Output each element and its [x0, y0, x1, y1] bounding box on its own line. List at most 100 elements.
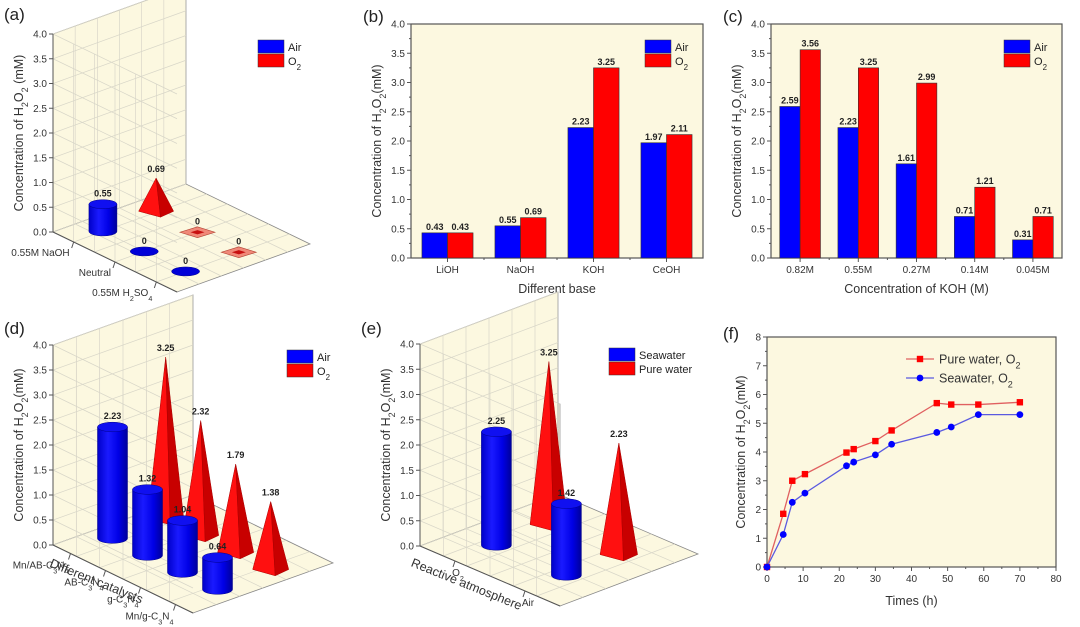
category-label: Mn/AB-C3N4 [13, 561, 69, 576]
bar-air [1012, 239, 1034, 259]
category-tick-mark [71, 241, 75, 249]
text-run: Mn/g-C [125, 612, 158, 623]
data-point-circle [850, 458, 858, 466]
subscript: 4 [100, 583, 104, 592]
legend-swatch-0 [286, 349, 314, 364]
legend-label: O2 [1034, 56, 1047, 72]
text-run: O [734, 409, 748, 419]
x-tick-label: 20 [834, 574, 846, 585]
data-point-circle [947, 423, 955, 431]
y-tick-label: 6 [755, 390, 761, 401]
y-tick-label: 0.5 [391, 224, 405, 235]
y-tick-label: 4 [755, 448, 761, 459]
data-point-square [1016, 399, 1024, 406]
y-axis-title: Concentration of H2O2 (mM) [12, 55, 30, 212]
subscript: 2 [684, 63, 688, 72]
y-tick-label: 3.5 [391, 49, 405, 60]
cylinder-bar-body [202, 557, 233, 595]
cylinder-bar-body [132, 489, 163, 561]
bar-air [421, 232, 448, 259]
cylinder-bar-top [97, 421, 128, 433]
text-run: O [675, 56, 684, 68]
pyramid-bar-face-right [155, 177, 174, 218]
y-tick-label: 2.0 [751, 137, 765, 148]
y-tick-label: 0.5 [33, 516, 47, 527]
y-tick-label: 1.5 [33, 153, 47, 164]
text-run: O [317, 366, 326, 378]
data-point-square [801, 470, 809, 478]
text-run: Concentration of H [12, 107, 26, 211]
data-point-circle [788, 498, 796, 506]
cylinder-bar-top [481, 426, 512, 437]
text-run: O [288, 56, 297, 68]
y-tick-label: 0.0 [400, 542, 414, 553]
subscript: 3 [53, 566, 57, 575]
bar-o2 [520, 217, 547, 259]
data-label: 2.25 [488, 416, 506, 426]
category-label: Mn/g-C3N4 [125, 612, 173, 627]
y-tick-label: 4.0 [391, 20, 405, 31]
legend-swatch-0 [644, 39, 672, 54]
bar-o2 [447, 232, 474, 259]
text-run: (mM) [12, 368, 26, 397]
panel-b-bar-chart: 0.0 0.5 1.0 1.5 2.0 2.5 3.0 3.5 4.0 LiOH 0.43 0.43 N… [363, 7, 704, 296]
panel-label: (f) [723, 324, 739, 343]
bar-o2 [916, 82, 938, 259]
legend-label: O2 [288, 56, 301, 72]
y-tick-label: 8 [755, 333, 761, 344]
bar-air [837, 127, 859, 259]
data-point-square [872, 437, 879, 445]
y-tick-label: 1.5 [33, 466, 47, 477]
text-run: O [452, 568, 460, 579]
data-point-circle [933, 429, 941, 436]
y-tick-label: 3.5 [33, 366, 47, 377]
legend-swatch-0 [257, 39, 285, 54]
bar-o2 [666, 134, 693, 259]
cylinder-bar-body [97, 426, 128, 544]
y-axis-title: Concentration of H2O2(mM) [379, 368, 397, 521]
text-run: Concentration of H [12, 417, 26, 521]
x-tick-label: 30 [870, 574, 882, 585]
y-tick-label: 1.5 [751, 166, 765, 177]
category-label: AB-C3N4 [64, 578, 103, 593]
legend-swatch-1 [257, 53, 285, 68]
bar-air [494, 225, 521, 259]
bar-air [895, 163, 917, 259]
bar-o2 [593, 67, 620, 259]
category-axis-line [52, 544, 194, 614]
panel-label: (c) [723, 7, 743, 26]
text-run: Neutral [79, 268, 111, 279]
y-axis-title: Concentration of H2O2(mM) [730, 64, 748, 217]
subscript: 4 [135, 600, 139, 609]
y-tick-label: 2.0 [33, 441, 47, 452]
subscript: 3 [123, 600, 127, 609]
x-tick-label: LiOH [436, 265, 459, 276]
category-tick-mark [68, 553, 71, 560]
text-run: Mn/AB-C [13, 561, 54, 572]
y-tick-label: 0.5 [33, 203, 47, 214]
data-label: 0.43 [452, 222, 470, 232]
subscript: 4 [148, 294, 152, 303]
pyramid-bar-face-right [200, 420, 219, 543]
legend-label: Air [1034, 42, 1048, 54]
data-label: 0 [195, 216, 200, 226]
y-tick-label: 0 [755, 563, 761, 574]
y-tick-label: 0.0 [33, 541, 47, 552]
text-run: (mM) [379, 368, 393, 397]
text-run: (mM) [12, 55, 26, 88]
text-run: O [12, 92, 26, 102]
data-label: 2.11 [671, 124, 688, 134]
data-label: 2.32 [192, 407, 210, 417]
category-axis-line [419, 545, 561, 607]
y-tick-label: 3.5 [400, 365, 414, 376]
cylinder-bar-top [551, 498, 582, 509]
panel-label: (e) [361, 319, 382, 338]
y-tick-label: 0.5 [751, 224, 765, 235]
legend-label: Air [288, 42, 302, 54]
panel-e-3d-bar-chart: 0.00.51.01.52.02.53.03.54.0O2Air2.253.25… [361, 291, 700, 613]
text-run: O [12, 402, 26, 412]
data-point-circle [843, 462, 850, 470]
data-label: 0.69 [525, 207, 543, 217]
y-tick-label: 3.0 [751, 78, 765, 89]
x-axis-title: Different base [518, 282, 596, 296]
